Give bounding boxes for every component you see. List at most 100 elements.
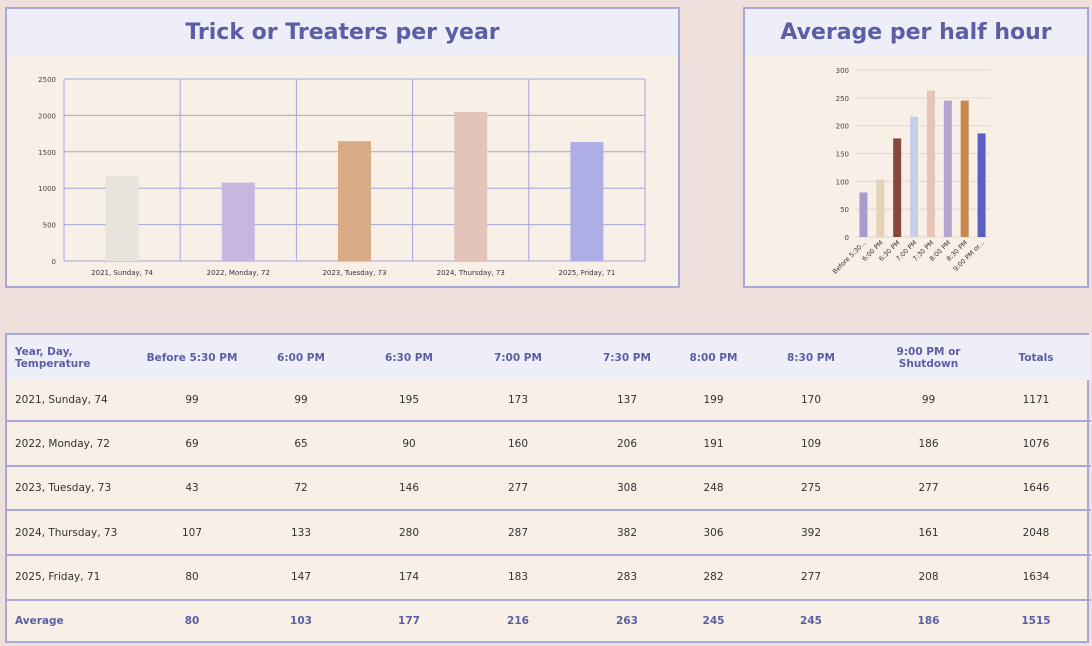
table-cell: 308 xyxy=(616,482,638,495)
y-tick-label: 1500 xyxy=(38,149,56,157)
bar-1 xyxy=(105,175,139,261)
y-tick-label: 1000 xyxy=(38,185,56,193)
table-cell: 275 xyxy=(800,482,822,495)
table-row: 2021, Sunday, 74 99 99 195 173 137 199 170 99 117… xyxy=(7,380,1091,422)
x-tick-label: 2021, Sunday, 74 xyxy=(91,269,153,277)
table-cell: 277 xyxy=(507,482,529,495)
bar-1 xyxy=(859,192,868,237)
table-cell: 2022, Monday, 72 xyxy=(15,437,110,450)
table-cell: 382 xyxy=(616,526,638,539)
table-cell: 1076 xyxy=(1022,437,1050,450)
table-row: 2024, Thursday, 73 107 133 280 287 382 306 392 1… xyxy=(7,510,1091,556)
column-header: Totals xyxy=(981,335,1091,380)
table-cell: 1646 xyxy=(1022,482,1050,495)
y-tick-label: 0 xyxy=(845,234,849,242)
column-header: 9:00 PM or Shutdown xyxy=(876,335,981,380)
table-cell: 283 xyxy=(616,571,638,584)
table-cell: 2048 xyxy=(1022,526,1050,539)
bar-8 xyxy=(977,133,986,237)
average-cell: 245 xyxy=(702,614,725,627)
table-cell: 287 xyxy=(507,526,529,539)
table-cell: 195 xyxy=(398,394,420,407)
table-cell: 99 xyxy=(294,394,308,407)
data-table: Year, Day, Temperature Before 5:30 PM 6:00… xyxy=(7,335,1091,641)
average-cell: 177 xyxy=(398,614,420,627)
table-row: 2025, Friday, 71 80 147 174 183 283 282 277 208 1… xyxy=(7,555,1091,600)
table-cell: 173 xyxy=(507,394,529,407)
table-cell: 160 xyxy=(507,437,529,450)
bar-3 xyxy=(893,138,902,237)
average-cell: 263 xyxy=(616,614,638,627)
halfhour-chart-title: Average per half hour xyxy=(745,9,1087,56)
average-cell: 245 xyxy=(800,614,822,627)
yearly-bar-chart: 0 500 1000 1500 2000 2500 2021, Sunday, 74 2022… xyxy=(38,76,646,277)
y-tick-label: 2000 xyxy=(38,112,56,120)
table-cell: 199 xyxy=(703,394,724,407)
table-cell: 1171 xyxy=(1022,394,1050,407)
column-header: Year, Day, Temperature xyxy=(7,335,137,380)
table-cell: 306 xyxy=(703,526,724,539)
average-row: Average 80 103 177 216 263 245 245 186 1515 xyxy=(7,600,1091,641)
y-tick-label: 300 xyxy=(836,67,849,75)
y-tick-label: 200 xyxy=(836,123,849,131)
table-cell: 170 xyxy=(800,394,822,407)
average-cell: 1515 xyxy=(1021,614,1051,627)
table-cell: 2023, Tuesday, 73 xyxy=(15,482,112,495)
table-cell: 280 xyxy=(398,526,420,539)
y-tick-label: 2500 xyxy=(38,76,56,84)
column-header: 6:30 PM xyxy=(355,335,463,380)
column-header: 7:30 PM xyxy=(573,335,681,380)
average-cell: Average xyxy=(15,614,64,627)
yearly-chart-title: Trick or Treaters per year xyxy=(7,9,678,56)
table-cell: 161 xyxy=(918,526,939,539)
yearly-chart-panel: Trick or Treaters per year 0 500 1000 1500 2… xyxy=(5,7,680,288)
bar-5 xyxy=(570,142,604,261)
table-cell: 147 xyxy=(290,571,312,584)
table-cell: 99 xyxy=(921,394,936,407)
table-cell: 2025, Friday, 71 xyxy=(15,571,101,584)
halfhour-chart-panel: Average per half hour 0 50 100 150 200 250 300… xyxy=(743,7,1089,288)
table-cell: 191 xyxy=(703,437,724,450)
table-cell: 99 xyxy=(185,394,199,407)
table-cell: 2024, Thursday, 73 xyxy=(15,526,118,539)
average-cell: 80 xyxy=(184,614,200,627)
y-tick-label: 100 xyxy=(836,178,849,186)
table-cell: 69 xyxy=(185,437,199,450)
bar-7 xyxy=(960,100,969,237)
table-cell: 107 xyxy=(181,526,203,539)
table-row: 2022, Monday, 72 69 65 90 160 206 191 109 186 107… xyxy=(7,421,1091,466)
bar-4 xyxy=(454,111,488,261)
average-cell: 186 xyxy=(917,614,940,627)
bar-4 xyxy=(910,116,919,237)
x-tick-label: 2024, Thursday, 73 xyxy=(437,269,505,277)
x-tick-label: 2025, Friday, 71 xyxy=(558,269,615,277)
table-cell: 174 xyxy=(398,571,420,584)
column-header: 8:30 PM xyxy=(746,335,876,380)
table-cell: 137 xyxy=(616,394,638,407)
table-cell: 109 xyxy=(800,437,822,450)
table-cell: 133 xyxy=(290,526,312,539)
table-row: 2023, Tuesday, 73 43 72 146 277 308 248 275 277 1… xyxy=(7,466,1091,511)
column-header: Before 5:30 PM xyxy=(137,335,247,380)
table-cell: 2021, Sunday, 74 xyxy=(15,394,108,407)
bar-6 xyxy=(943,100,952,237)
y-tick-label: 0 xyxy=(52,258,56,266)
table-cell: 43 xyxy=(185,482,199,495)
table-cell: 186 xyxy=(918,437,939,450)
average-cell: 216 xyxy=(507,614,529,627)
column-header: 8:00 PM xyxy=(681,335,746,380)
table-cell: 277 xyxy=(800,571,822,584)
x-tick-label: 2022, Monday, 72 xyxy=(207,269,270,277)
x-tick-label: 2023, Tuesday, 73 xyxy=(322,269,386,277)
average-cell: 103 xyxy=(290,614,312,627)
bar-2 xyxy=(221,182,255,261)
bar-2 xyxy=(876,179,885,237)
table-header-row: Year, Day, Temperature Before 5:30 PM 6:00… xyxy=(7,335,1091,380)
table-cell: 72 xyxy=(294,482,308,495)
table-cell: 248 xyxy=(703,482,724,495)
table-cell: 90 xyxy=(402,437,416,450)
table-cell: 277 xyxy=(918,482,939,495)
table-cell: 65 xyxy=(294,437,308,450)
bar-3 xyxy=(338,141,371,261)
table-cell: 183 xyxy=(507,571,529,584)
